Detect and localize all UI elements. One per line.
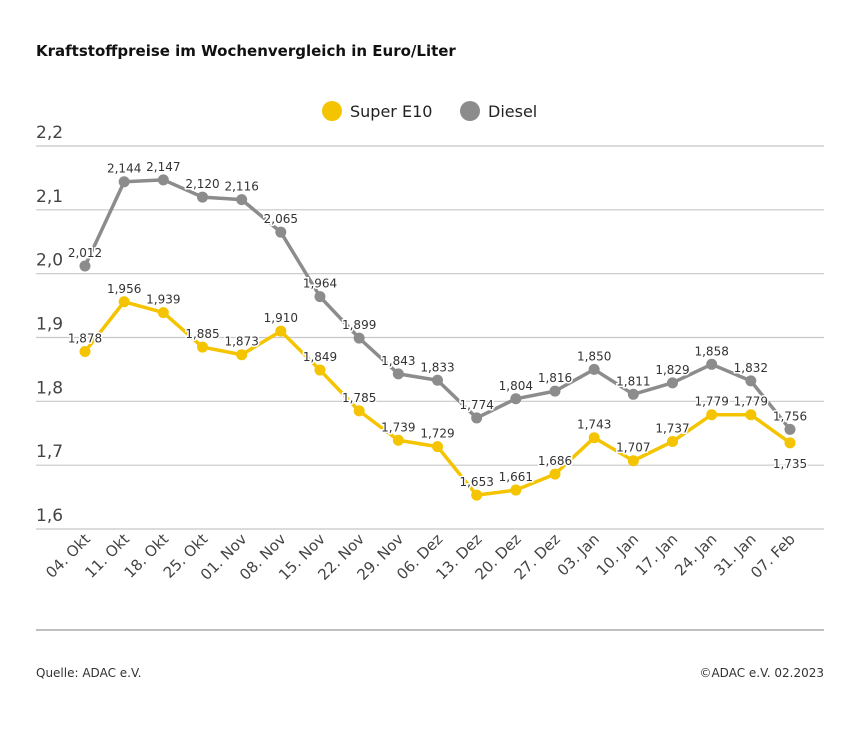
data-point — [510, 393, 522, 405]
data-point — [392, 434, 404, 446]
data-point — [706, 409, 718, 421]
data-label: 1,737 — [655, 422, 689, 436]
data-point — [432, 441, 443, 453]
data-label: 1,735 — [773, 457, 807, 471]
y-tick-label: 1,6 — [36, 506, 63, 526]
data-label: 2,116 — [224, 180, 258, 194]
data-label: 1,707 — [616, 441, 650, 455]
data-point — [275, 325, 287, 337]
data-label: 2,065 — [264, 212, 298, 226]
data-point — [784, 423, 796, 435]
series-line-diesel — [83, 178, 792, 431]
data-label: 1,910 — [264, 311, 298, 325]
data-point — [627, 388, 639, 400]
data-point — [314, 291, 326, 303]
data-label: 1,743 — [577, 418, 611, 432]
data-label: 1,739 — [381, 420, 415, 434]
data-label: 1,964 — [303, 277, 337, 291]
x-tick-label: 10. Jan — [593, 530, 642, 579]
data-point — [432, 374, 443, 386]
data-point — [471, 489, 483, 501]
data-point — [784, 437, 796, 449]
y-tick-label: 1,9 — [36, 315, 63, 335]
data-point — [392, 368, 404, 380]
legend-label: Super E10 — [350, 102, 432, 121]
legend-marker — [322, 101, 342, 121]
data-point — [706, 358, 718, 370]
y-tick-label: 2,2 — [36, 123, 63, 143]
data-point — [471, 412, 483, 424]
data-point — [197, 191, 208, 203]
data-label: 1,779 — [694, 395, 728, 409]
data-label: 1,774 — [459, 398, 493, 412]
data-point — [588, 363, 600, 375]
data-label: 1,829 — [655, 363, 689, 377]
data-label: 1,811 — [616, 374, 650, 388]
source-note: Quelle: ADAC e.V. — [36, 666, 142, 680]
data-label: 1,832 — [734, 361, 768, 375]
data-label: 1,885 — [185, 327, 219, 341]
data-point — [745, 409, 757, 421]
data-point — [79, 346, 91, 358]
data-label: 1,899 — [342, 318, 376, 332]
data-label: 2,012 — [68, 246, 102, 260]
data-point — [549, 385, 561, 397]
data-label: 1,873 — [224, 335, 258, 349]
x-tick-label: 03. Jan — [554, 530, 603, 579]
data-label: 1,653 — [459, 475, 493, 489]
x-tick-label: 17. Jan — [632, 530, 681, 579]
data-label: 1,858 — [694, 344, 728, 358]
data-point — [118, 176, 130, 188]
data-point — [627, 455, 639, 467]
data-point — [236, 349, 248, 361]
legend-marker — [460, 101, 480, 121]
x-tick-label: 24. Jan — [671, 530, 720, 579]
data-point — [667, 377, 678, 389]
copyright-note: ©ADAC e.V. 02.2023 — [699, 666, 824, 680]
y-tick-label: 1,7 — [36, 442, 63, 462]
data-label: 1,816 — [538, 371, 572, 385]
data-label: 1,833 — [420, 360, 454, 374]
data-label: 1,843 — [381, 354, 415, 368]
x-tick-label: 07. Feb — [747, 530, 799, 582]
data-label: 1,756 — [773, 409, 807, 423]
data-point — [314, 364, 326, 376]
data-label: 1,729 — [420, 427, 454, 441]
data-label: 1,686 — [538, 454, 572, 468]
data-label: 1,849 — [303, 350, 337, 364]
data-point — [667, 436, 678, 448]
data-point — [197, 341, 208, 353]
data-label: 2,120 — [185, 177, 219, 191]
data-label: 2,147 — [146, 160, 180, 174]
data-label: 1,850 — [577, 349, 611, 363]
data-label: 1,779 — [734, 395, 768, 409]
data-point — [588, 432, 600, 444]
data-point — [118, 296, 130, 308]
data-point — [510, 484, 522, 496]
y-tick-label: 2,1 — [36, 187, 63, 207]
data-label: 1,939 — [146, 293, 180, 307]
y-tick-label: 1,8 — [36, 378, 63, 398]
data-point — [549, 468, 561, 480]
data-label: 2,144 — [107, 162, 141, 176]
data-label: 1,956 — [107, 282, 141, 296]
data-point — [79, 260, 91, 272]
y-tick-label: 2,0 — [36, 251, 63, 271]
data-point — [236, 194, 248, 206]
data-point — [157, 307, 169, 319]
data-label: 1,804 — [499, 379, 533, 393]
data-point — [275, 226, 287, 238]
data-point — [745, 375, 757, 387]
data-label: 1,661 — [499, 470, 533, 484]
data-label: 1,785 — [342, 391, 376, 405]
legend-label: Diesel — [488, 102, 537, 121]
data-point — [157, 174, 169, 186]
data-point — [353, 332, 365, 344]
chart-title: Kraftstoffpreise im Wochenvergleich in E… — [36, 42, 456, 60]
data-label: 1,878 — [68, 332, 102, 346]
data-point — [353, 405, 365, 417]
